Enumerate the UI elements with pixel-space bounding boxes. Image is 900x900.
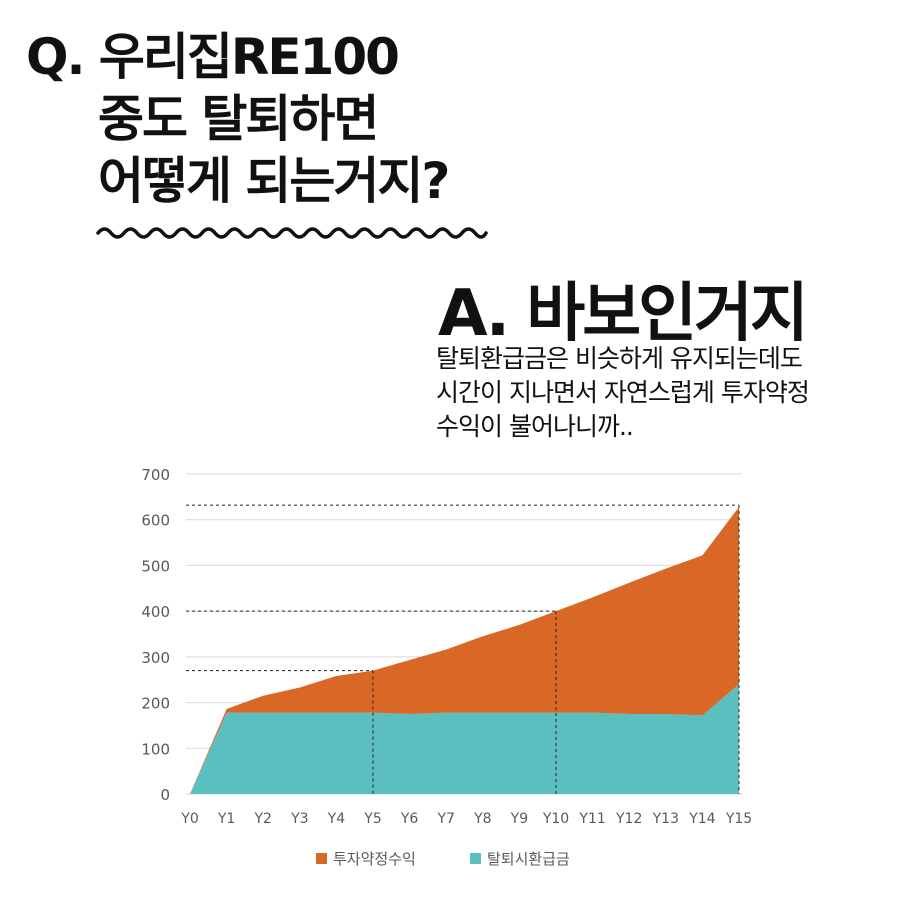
area-series-0 (190, 684, 739, 794)
y-tick-label: 500 (141, 557, 170, 575)
x-tick-label: Y13 (652, 811, 679, 827)
x-tick-label: Y8 (473, 811, 491, 827)
question-block: Q. 우리집RE100 중도 탈퇴하면 어떻게 되는거지? (26, 26, 450, 212)
legend-label: 탈퇴시환급금 (487, 850, 570, 868)
answer-description-line-3: 수익이 불어나니까.. (436, 412, 634, 441)
x-tick-label: Y1 (217, 811, 235, 827)
x-tick-label: Y7 (436, 811, 454, 827)
y-tick-label: 700 (141, 466, 170, 484)
legend-label: 투자약정수익 (333, 850, 416, 868)
x-tick-label: Y5 (363, 811, 381, 827)
y-tick-label: 100 (141, 740, 170, 758)
area-series-1 (190, 506, 739, 794)
answer-description-line-1: 탈퇴환급금은 비슷하게 유지되는데도 (436, 344, 803, 373)
y-tick-label: 600 (141, 512, 170, 530)
x-tick-label: Y11 (578, 811, 605, 827)
x-tick-label: Y10 (542, 811, 569, 827)
reference-lines (186, 504, 740, 794)
x-axis-ticks: Y0 Y1 Y2 Y3 Y4 Y5 Y6 Y7 Y8 Y9 Y10 Y11 Y12 Y13 Y14 Y15 (180, 811, 752, 827)
x-tick-label: Y15 (725, 811, 752, 827)
x-tick-label: Y12 (615, 811, 642, 827)
x-tick-label: Y4 (327, 811, 346, 827)
x-tick-label: Y6 (400, 811, 419, 827)
area-series (190, 506, 739, 794)
x-tick-label: Y9 (510, 811, 528, 827)
answer-title: A. 바보인거지 (438, 277, 809, 351)
y-tick-label: 0 (160, 786, 170, 804)
x-tick-label: Y3 (290, 811, 308, 827)
question-line-3: 어떻게 되는거지? (98, 152, 450, 210)
y-tick-label: 400 (141, 603, 170, 621)
y-axis-ticks: 0 100 200 300 400 500 600 700 (141, 466, 170, 804)
answer-description: 탈퇴환급금은 비슷하게 유지되는데도 시간이 지나면서 자연스럽게 투자약정 수… (436, 342, 810, 444)
legend-swatch (316, 853, 327, 864)
x-tick-label: Y0 (180, 811, 198, 827)
x-tick-label: Y14 (688, 811, 715, 827)
y-tick-label: 200 (141, 695, 170, 713)
y-tick-label: 300 (141, 649, 170, 667)
wavy-underline (96, 227, 488, 239)
legend-swatch (470, 853, 481, 864)
legend: 투자약정수익 탈퇴시환급금 (316, 850, 570, 868)
x-tick-label: Y2 (253, 811, 271, 827)
answer-description-line-2: 시간이 지나면서 자연스럽게 투자약정 (436, 378, 810, 407)
question-line-2: 중도 탈퇴하면 (98, 90, 379, 148)
question-line-1: Q. 우리집RE100 (26, 28, 400, 86)
